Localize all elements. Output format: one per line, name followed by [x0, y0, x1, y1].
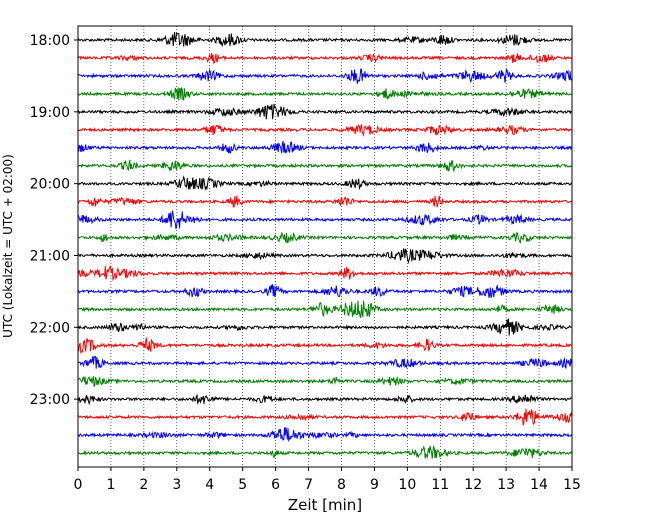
trace-line	[77, 124, 572, 137]
x-tick-label: 2	[139, 477, 148, 493]
trace-line	[77, 427, 572, 443]
trace-line	[77, 355, 572, 370]
trace-line	[77, 210, 572, 229]
x-tick-label: 7	[304, 477, 313, 493]
trace-line	[77, 159, 572, 173]
x-tick-label: 4	[205, 477, 214, 493]
x-tick-label: 5	[238, 477, 247, 493]
y-axis-label: UTC (Lokalzeit = UTC + 02:00)	[1, 154, 15, 338]
trace-line	[77, 195, 572, 208]
x-tick-label: 6	[271, 477, 280, 493]
trace-line	[77, 393, 572, 406]
trace-line	[77, 175, 572, 191]
trace-line	[77, 231, 572, 244]
x-tick-label: 11	[431, 477, 449, 493]
trace-line	[77, 86, 572, 101]
seismic-traces	[77, 32, 572, 459]
x-tick-label: 8	[337, 477, 346, 493]
x-tick-label: 15	[563, 477, 581, 493]
x-tick-label: 9	[370, 477, 379, 493]
trace-line	[77, 375, 572, 388]
trace-line	[77, 318, 572, 336]
plot-border	[77, 25, 573, 468]
trace-line	[77, 32, 572, 48]
x-tick-label: 0	[74, 477, 83, 493]
y-tick-label: 21:00	[30, 248, 70, 264]
x-tick-label: 12	[464, 477, 482, 493]
trace-line	[77, 141, 572, 154]
x-axis-label: Zeit [min]	[288, 496, 362, 514]
trace-line	[77, 264, 572, 282]
y-axis-ticks: 18:00 19:00 20:00 21:00 22:00 23:00	[30, 33, 78, 408]
trace-line	[77, 284, 572, 298]
x-tick-label: 13	[497, 477, 515, 493]
y-tick-label: 20:00	[30, 177, 70, 193]
trace-line	[77, 408, 572, 426]
trace-line	[77, 444, 572, 459]
y-tick-label: 19:00	[30, 105, 70, 121]
y-tick-label: 22:00	[30, 320, 70, 336]
trace-line	[77, 53, 572, 64]
y-tick-label: 23:00	[30, 392, 70, 408]
plot-frame	[78, 26, 572, 467]
x-tick-label: 14	[530, 477, 548, 493]
trace-line	[77, 68, 572, 84]
x-tick-label: 3	[172, 477, 181, 493]
trace-line	[77, 248, 572, 265]
y-tick-label: 18:00	[30, 33, 70, 49]
trace-line	[77, 336, 572, 355]
trace-line	[77, 103, 572, 120]
x-tick-label: 10	[398, 477, 416, 493]
x-axis-ticks: 0 1 2 3 4 5 6 7 8 9 10 11 12 13 14 15	[74, 467, 581, 493]
trace-line	[77, 300, 572, 319]
x-tick-label: 1	[106, 477, 115, 493]
